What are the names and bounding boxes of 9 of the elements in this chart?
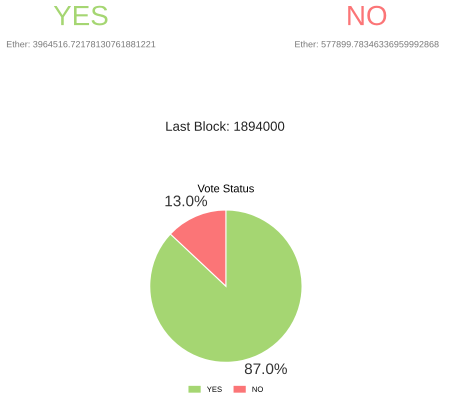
pie-slice — [149, 209, 303, 363]
text: Ether: 3964516.72178130761881221 — [6, 40, 156, 48]
text: NO — [348, 6, 386, 26]
text: Last Block: 1894000 — [166, 121, 284, 131]
data-label: 87.0% — [244, 363, 287, 374]
chart-title: Vote Status — [198, 184, 254, 192]
data-label: 13.0% — [165, 196, 208, 206]
text: Ether: 577899.78346336959992868 — [295, 40, 439, 48]
text: YES — [54, 6, 108, 26]
